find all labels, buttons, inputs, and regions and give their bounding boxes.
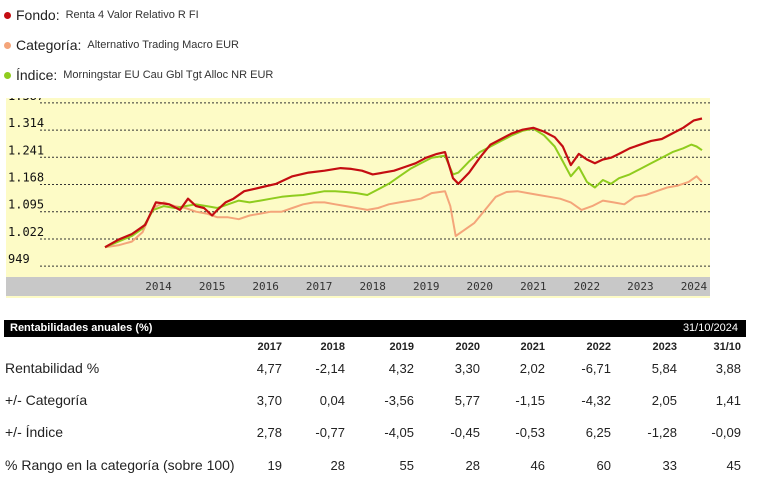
year-header-row: 2017 2018 2019 2020 2021 2022 2023 31/10 [0, 339, 746, 355]
table-cell: -4,05 [384, 425, 414, 440]
table-row: Rentabilidad % 4,77 -2,14 4,32 3,30 2,02 -6,71… [0, 360, 746, 380]
table-cell: 0,04 [319, 393, 345, 408]
row-label: Rentabilidad % [5, 360, 100, 376]
x-tick-label: 2024 [681, 280, 708, 293]
table-cell: 4,77 [256, 361, 282, 376]
legend-label: Índice: [16, 67, 58, 83]
year-header: 2020 [455, 341, 480, 353]
legend-fund-name: Renta 4 Valor Relativo R FI [65, 9, 199, 21]
table-cell: 2,02 [519, 361, 545, 376]
legend-marker-fondo [4, 11, 11, 19]
row-label: +/- Categoría [5, 392, 88, 408]
table-row: +/- Categoría 3,70 0,04 -3,56 5,77 -1,15 -4,32… [0, 392, 746, 412]
x-tick-label: 2019 [413, 280, 440, 293]
legend-item-categoria: Categoría: Alternativo Trading Macro EUR [4, 35, 239, 55]
plot-background [6, 98, 710, 298]
table-cell: 3,88 [715, 361, 741, 376]
table-cell: 33 [662, 458, 677, 473]
legend-label: Fondo: [16, 7, 60, 23]
x-tick-label: 2017 [306, 280, 333, 293]
year-header: 31/10 [713, 341, 741, 353]
table-cell: -0,09 [711, 425, 741, 440]
table-title: Rentabilidades anuales (%) [10, 322, 153, 334]
table-cell: 3,30 [454, 361, 480, 376]
table-cell: -3,56 [384, 393, 414, 408]
y-tick-label: 1.314 [8, 116, 44, 130]
year-header: 2018 [320, 341, 345, 353]
x-tick-label: 2015 [199, 280, 226, 293]
table-cell: 55 [399, 458, 414, 473]
table-cell: -4,32 [581, 393, 611, 408]
row-label: +/- Índice [5, 424, 63, 440]
table-cell: 4,32 [388, 361, 414, 376]
legend-item-indice: Índice: Morningstar EU Cau Gbl Tgt Alloc… [4, 65, 273, 85]
table-date: 31/10/2024 [682, 322, 738, 334]
table-cell: 5,77 [454, 393, 480, 408]
table-cell: -6,71 [581, 361, 611, 376]
table-row: % Rango en la categoría (sobre 100) 19 28 5… [0, 457, 746, 477]
series-line-índice [104, 127, 703, 249]
table-cell: 60 [596, 458, 611, 473]
x-tick-label: 2022 [574, 280, 601, 293]
x-axis-ticks: 2014 2015 2016 2017 2018 2019 2020 2021 2022 2023… [145, 280, 707, 293]
x-tick-label: 2014 [145, 280, 172, 293]
row-label: % Rango en la categoría (sobre 100) [5, 457, 235, 473]
legend-label: Categoría: [16, 37, 82, 53]
y-axis-ticks: 1.387 1.314 1.241 1.168 1.095 1.022 949 [8, 98, 44, 266]
table-cell: -0,53 [515, 425, 545, 440]
year-header: 2017 [257, 341, 282, 353]
legend-item-fondo: Fondo: Renta 4 Valor Relativo R FI [4, 5, 199, 25]
x-tick-label: 2021 [520, 280, 547, 293]
table-cell: -0,77 [315, 425, 345, 440]
x-axis-band [6, 277, 710, 296]
y-tick-label: 1.241 [8, 143, 44, 157]
series-lines [104, 117, 703, 249]
series-line-fondo [104, 117, 703, 249]
y-tick-label: 1.168 [8, 171, 44, 185]
x-tick-label: 2020 [467, 280, 494, 293]
year-header: 2019 [389, 341, 414, 353]
table-cell: -1,15 [515, 393, 545, 408]
legend-marker-indice [4, 71, 11, 79]
y-tick-label: 1.095 [8, 198, 44, 212]
table-cell: 5,84 [651, 361, 677, 376]
y-tick-label: 1.022 [8, 225, 44, 239]
table-cell: 2,05 [651, 393, 677, 408]
table-cell: 28 [465, 458, 480, 473]
table-header-bar: Rentabilidades anuales (%) 31/10/2024 [4, 320, 746, 337]
table-cell: -1,28 [647, 425, 677, 440]
y-tick-label: 1.387 [8, 98, 44, 103]
table-row: +/- Índice 2,78 -0,77 -4,05 -0,45 -0,53 6,25 -1… [0, 424, 746, 444]
x-tick-label: 2016 [252, 280, 279, 293]
y-tick-label: 949 [8, 252, 30, 266]
table-cell: 19 [267, 458, 282, 473]
table-cell: 2,78 [256, 425, 282, 440]
legend-category-name: Alternativo Trading Macro EUR [87, 39, 239, 51]
table-cell: 28 [330, 458, 345, 473]
x-tick-label: 2023 [627, 280, 654, 293]
table-cell: -2,14 [315, 361, 345, 376]
table-cell: 3,70 [256, 393, 282, 408]
table-cell: 6,25 [585, 425, 611, 440]
year-header: 2022 [586, 341, 611, 353]
legend-index-name: Morningstar EU Cau Gbl Tgt Alloc NR EUR [63, 69, 274, 81]
year-header: 2023 [652, 341, 677, 353]
legend-marker-categoria [4, 41, 11, 49]
table-cell: 1,41 [715, 393, 741, 408]
year-header: 2021 [520, 341, 545, 353]
table-cell: 45 [726, 458, 741, 473]
table-cell: -0,45 [450, 425, 480, 440]
x-tick-label: 2018 [359, 280, 386, 293]
table-cell: 46 [530, 458, 545, 473]
